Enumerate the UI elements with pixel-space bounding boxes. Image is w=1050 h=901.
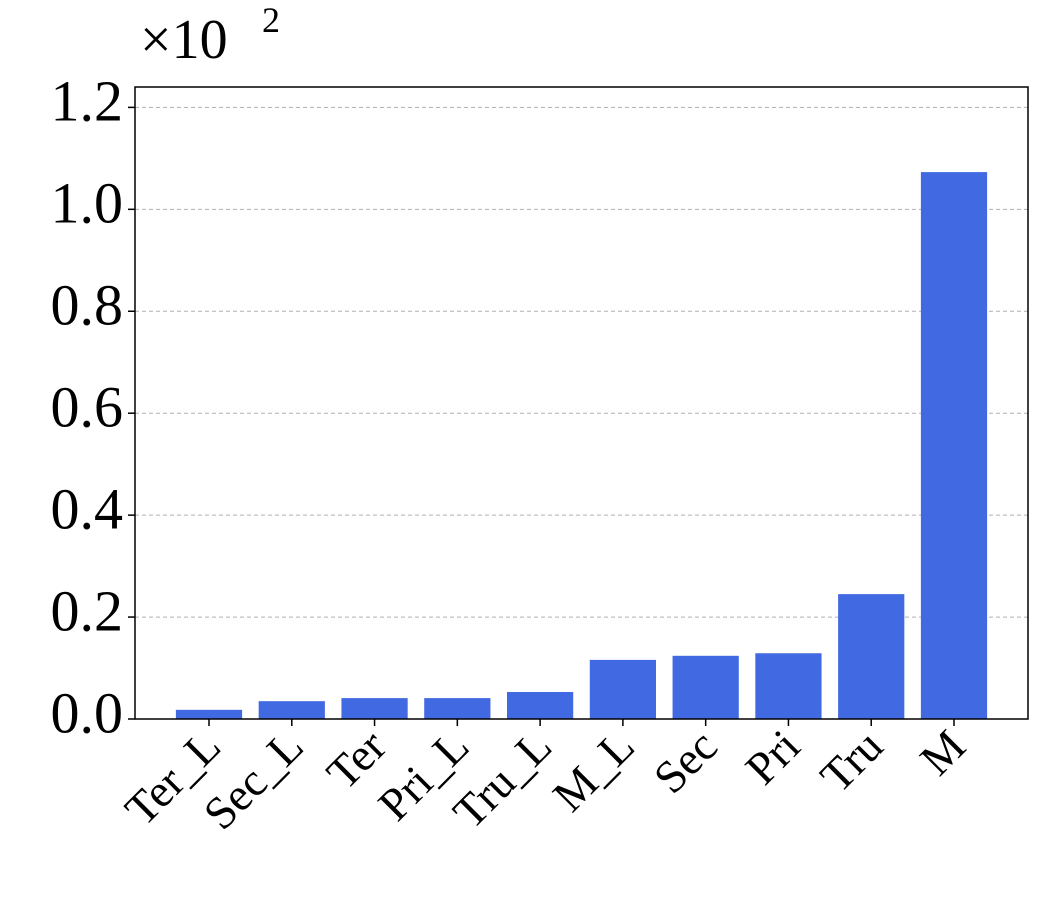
- x-tick-label: Tru: [810, 720, 892, 802]
- offset-text: ×10: [140, 9, 228, 71]
- y-tick-label: 0.4: [51, 476, 124, 541]
- y-tick-label: 1.2: [51, 69, 124, 134]
- x-tick-label: Sec: [644, 720, 727, 803]
- bar: [755, 653, 822, 719]
- y-tick-label: 0.8: [51, 273, 124, 338]
- bar: [424, 698, 491, 719]
- x-tick-label: M: [910, 720, 975, 785]
- bar: [258, 701, 325, 719]
- bar: [672, 655, 739, 719]
- bar: [507, 691, 574, 719]
- y-tick-label: 1.0: [51, 171, 124, 236]
- y-tick-label: 0.6: [51, 375, 124, 440]
- plot-frame: [134, 86, 1029, 720]
- bar: [838, 594, 905, 719]
- x-tick-label: M_L: [543, 720, 644, 821]
- y-tick-label: 0.2: [51, 578, 124, 643]
- y-tick-label: 0.0: [51, 680, 124, 745]
- bar: [920, 172, 988, 719]
- bar: [175, 709, 243, 719]
- offset-exponent: 2: [262, 0, 280, 40]
- bar: [589, 659, 656, 719]
- x-tick-label: Pri: [735, 720, 809, 794]
- x-tick-label: Tru_L: [443, 720, 561, 838]
- bar: [341, 698, 408, 719]
